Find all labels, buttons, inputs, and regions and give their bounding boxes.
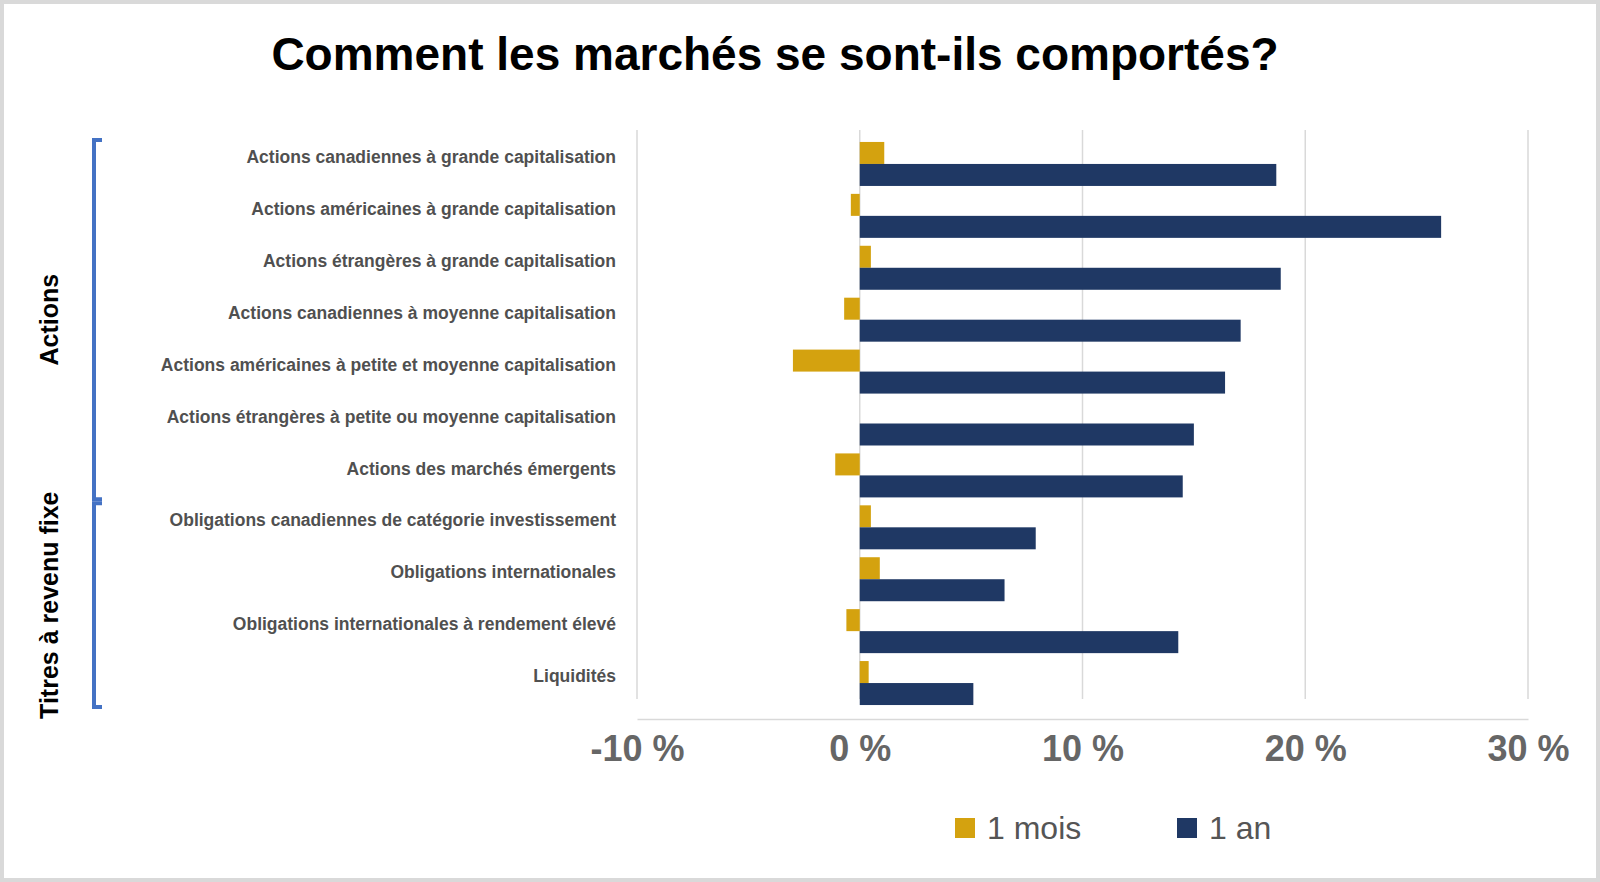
tick: Obligations internationales <box>390 562 616 582</box>
bar <box>793 350 860 372</box>
legend-label: 1 mois <box>987 810 1081 846</box>
category-label: Actions canadiennes à grande capitalisat… <box>246 147 616 167</box>
bar <box>860 475 1183 497</box>
category-label: Obligations internationales <box>390 562 616 582</box>
bar <box>844 298 860 320</box>
tick: 30 % <box>1487 719 1569 769</box>
bar <box>860 216 1441 238</box>
axis-line <box>638 719 1529 721</box>
bars <box>793 142 1441 705</box>
tick: Actions canadiennes à moyenne capitalisa… <box>228 303 616 323</box>
group-annotation: Actions <box>35 140 102 499</box>
grid-line <box>636 130 638 699</box>
tick-label: 20 % <box>1265 728 1347 769</box>
tick: Liquidités <box>533 666 616 686</box>
tick: 0 % <box>829 719 891 769</box>
chart: Comment les marchés se sont-ils comporté… <box>0 0 1600 882</box>
bar <box>860 683 974 705</box>
grid-line <box>1305 130 1307 699</box>
title: Comment les marchés se sont-ils comporté… <box>271 28 1278 80</box>
legend-swatch <box>1177 818 1197 838</box>
bar <box>846 609 859 631</box>
category-label: Actions américaines à grande capitalisat… <box>251 199 616 219</box>
tick-label: 10 % <box>1042 728 1124 769</box>
category-label: Liquidités <box>533 666 616 686</box>
category-label: Actions canadiennes à moyenne capitalisa… <box>228 303 616 323</box>
tick: 20 % <box>1265 719 1347 769</box>
bar <box>860 424 1194 446</box>
tick: Actions des marchés émergents <box>347 459 617 479</box>
frame <box>2 2 1598 880</box>
bar <box>860 505 871 527</box>
group-label: Actions <box>35 274 63 366</box>
bar <box>860 661 869 683</box>
category-label: Obligations canadiennes de catégorie inv… <box>170 510 617 530</box>
bar <box>835 453 860 475</box>
category-label: Actions étrangères à petite ou moyenne c… <box>167 407 616 427</box>
bar <box>860 164 1277 186</box>
tick-label: 30 % <box>1487 728 1569 769</box>
tick: Actions canadiennes à grande capitalisat… <box>246 147 616 167</box>
bar <box>860 320 1241 342</box>
tick: Obligations internationales à rendement … <box>233 614 616 634</box>
grid <box>637 130 1528 699</box>
group-annotation: Titres à revenu fixe <box>35 491 102 719</box>
bar <box>860 246 871 268</box>
legend: 1 mois 1 an <box>955 810 1271 846</box>
y-axis: Actions canadiennes à grande capitalisat… <box>161 147 616 686</box>
tick: Obligations canadiennes de catégorie inv… <box>170 510 617 530</box>
tick-label: 0 % <box>829 728 891 769</box>
tick-label: -10 % <box>590 728 684 769</box>
category-label: Actions américaines à petite et moyenne … <box>161 355 616 375</box>
series <box>860 164 1441 705</box>
bar <box>860 631 1179 653</box>
bar <box>860 527 1036 549</box>
category-label: Actions des marchés émergents <box>347 459 617 479</box>
bar <box>859 402 860 424</box>
tick: Actions étrangères à petite ou moyenne c… <box>167 407 616 427</box>
bar <box>860 557 880 579</box>
category-label: Obligations internationales à rendement … <box>233 614 616 634</box>
tick: 10 % <box>1042 719 1124 769</box>
bracket <box>94 503 102 707</box>
tick: Actions américaines à grande capitalisat… <box>251 199 616 219</box>
bar <box>860 142 885 164</box>
bar <box>851 194 860 216</box>
grid-line <box>1082 130 1084 699</box>
tick: Actions étrangères à grande capitalisati… <box>263 251 616 271</box>
grid-line <box>1527 130 1529 699</box>
bracket <box>94 140 102 499</box>
group-label: Titres à revenu fixe <box>35 491 63 719</box>
legend-swatch <box>955 818 975 838</box>
bar <box>860 268 1281 290</box>
tick: -10 % <box>590 719 684 769</box>
legend-label: 1 an <box>1209 810 1271 846</box>
bar <box>860 579 1005 601</box>
bar <box>860 372 1225 394</box>
category-label: Actions étrangères à grande capitalisati… <box>263 251 616 271</box>
x-axis: -10 % 0 % 10 % 20 % 30 % <box>590 719 1569 769</box>
tick: Actions américaines à petite et moyenne … <box>161 355 616 375</box>
